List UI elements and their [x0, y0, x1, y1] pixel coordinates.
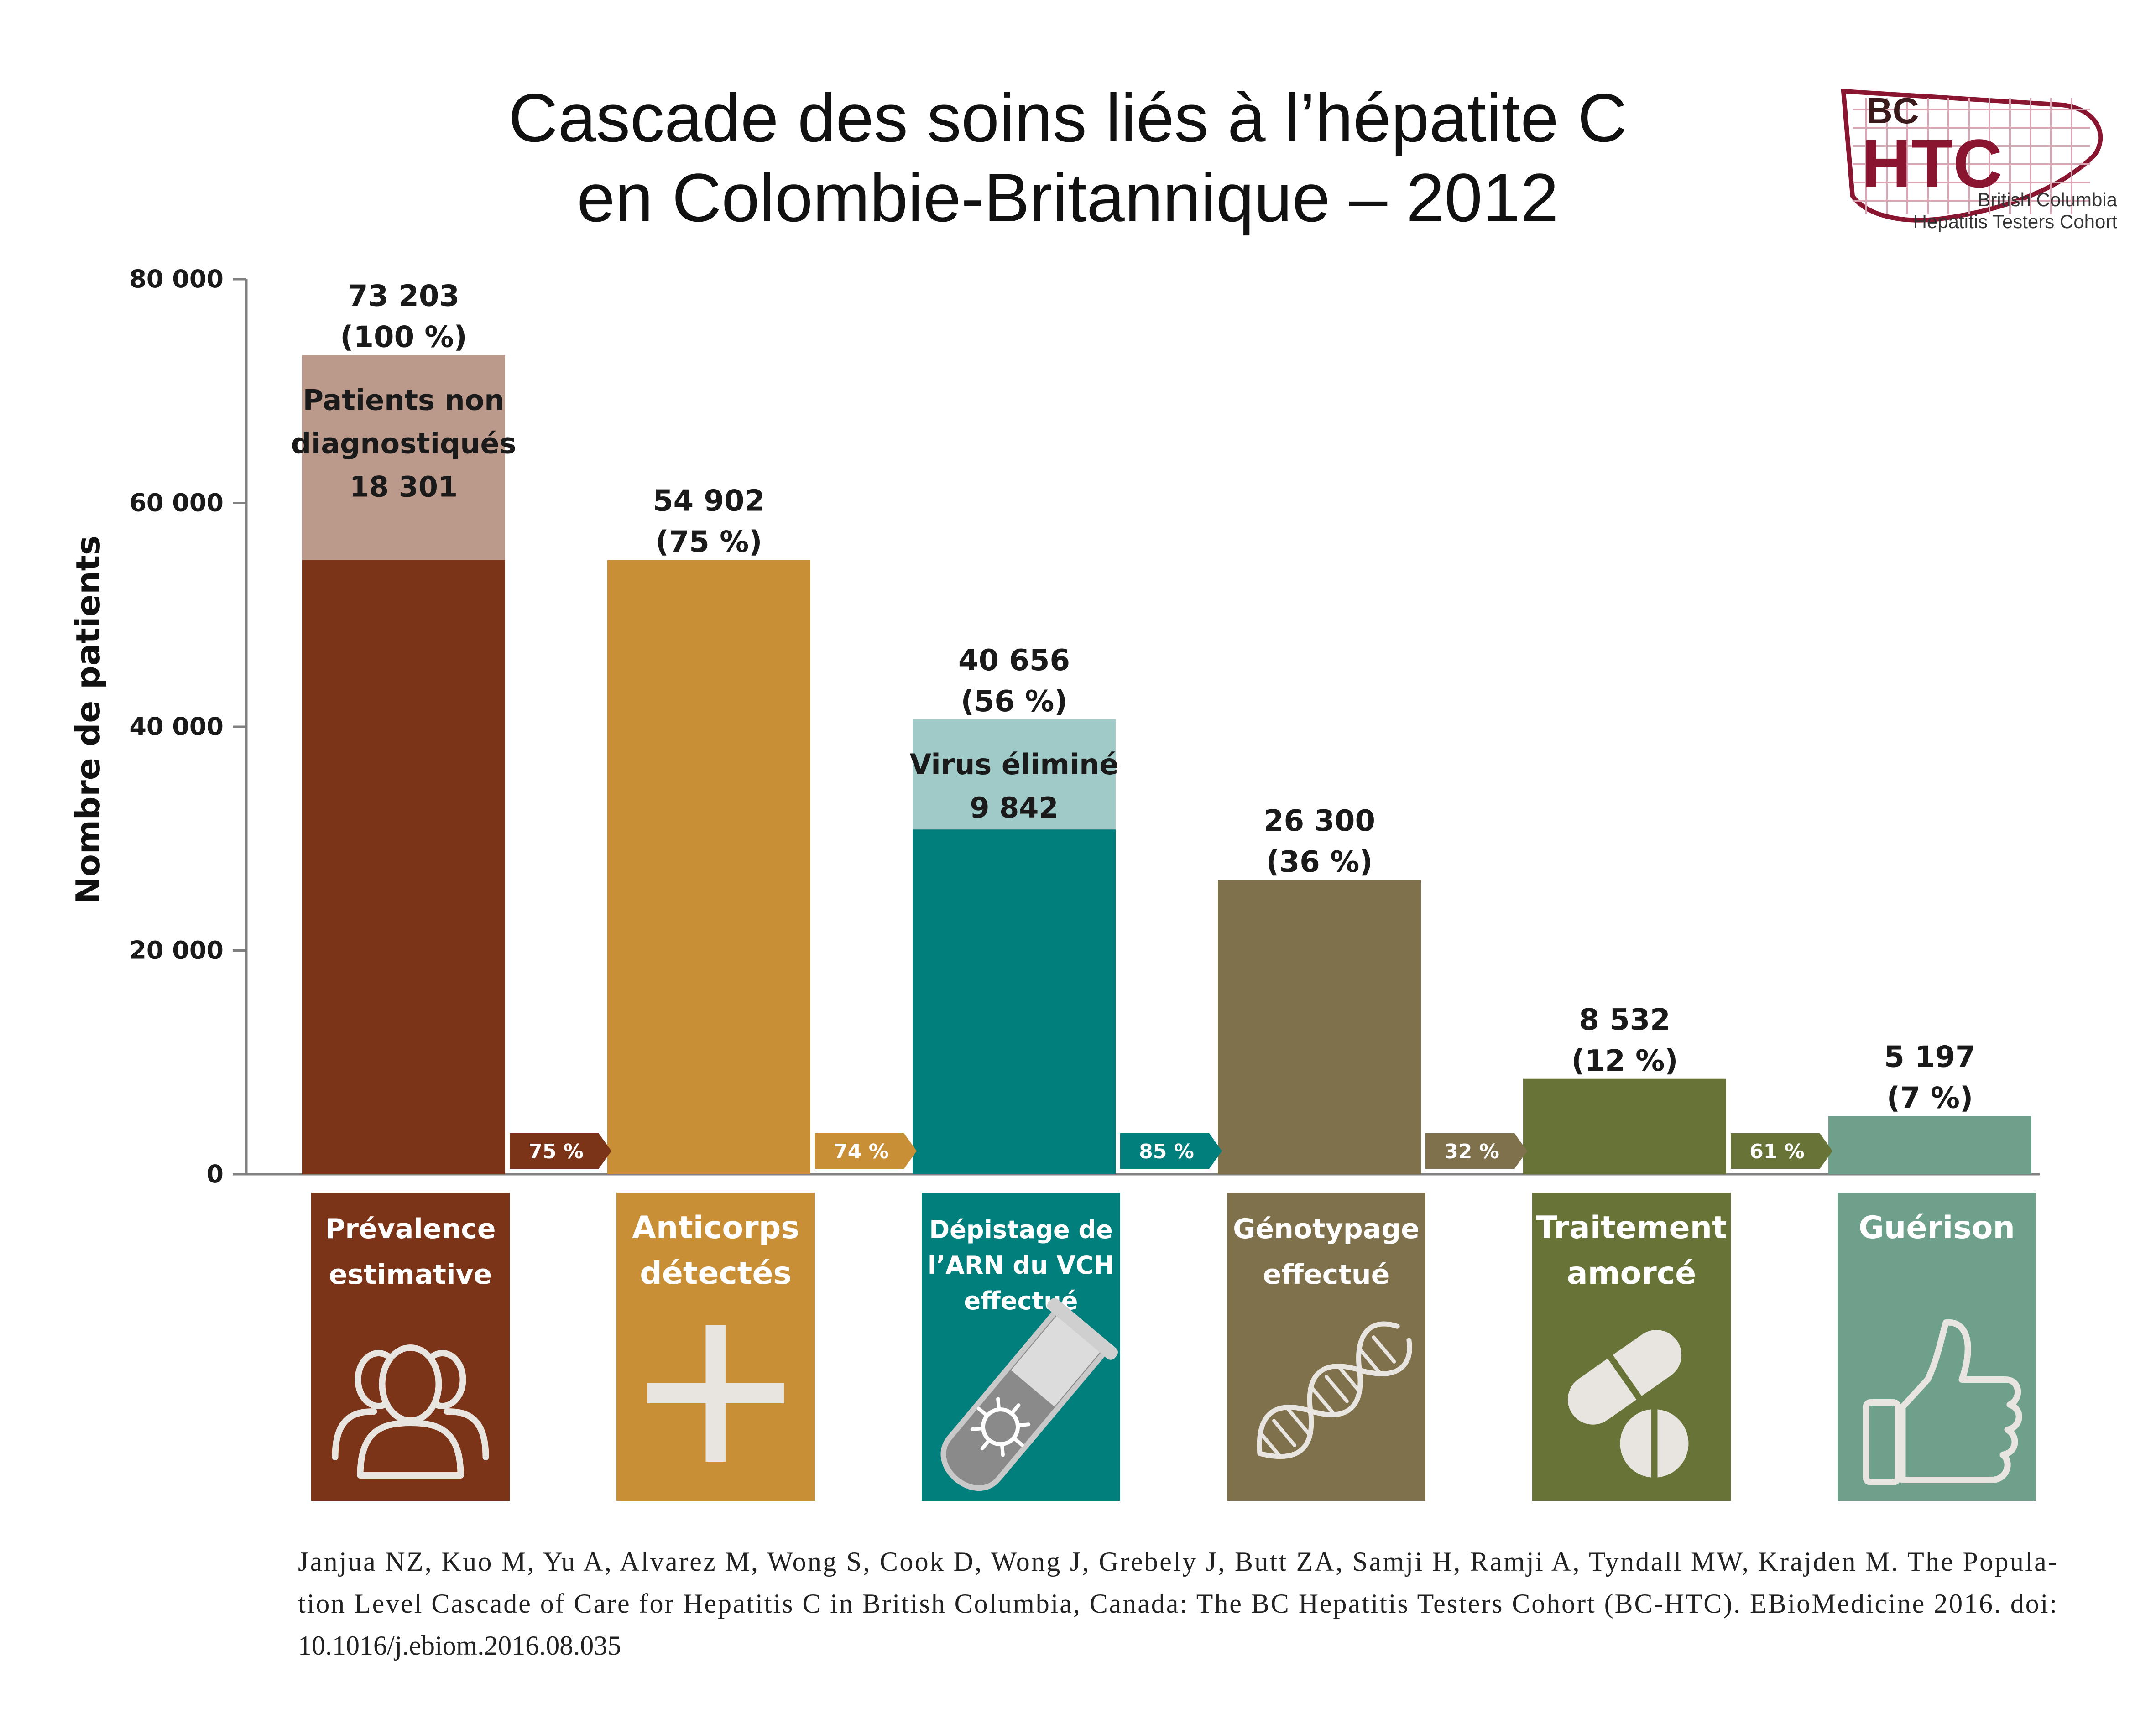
stage-label-line: effectué — [1263, 1259, 1390, 1291]
citation-line-1: Janjua NZ, Kuo M, Yu A, Alvarez M, Wong … — [298, 1547, 2057, 1577]
segment-label-line: Virus éliminé — [910, 748, 1119, 781]
y-tick-label: 80 000 — [129, 265, 224, 293]
bar-percent-label: (75 %) — [656, 526, 762, 559]
transition-label: 85 % — [1139, 1140, 1194, 1163]
stage-label-line: Guérison — [1858, 1210, 2015, 1246]
citation-line-3: 10.1016/j.ebiom.2016.08.035 — [298, 1630, 621, 1661]
bars: 73 203 (100 %) 54 902 (75 %) 40 656 (56 %) 26 … — [291, 280, 2031, 1174]
liver-grid-icon — [1853, 98, 2090, 214]
transition-arrow-1 — [510, 1133, 611, 1169]
bar-4 — [1218, 880, 1421, 1174]
logo-htc: HTC — [1862, 125, 2002, 202]
people-icon — [332, 1344, 489, 1479]
transition-label: 74 % — [834, 1140, 889, 1163]
transition-arrow-3 — [1120, 1133, 1222, 1169]
y-tick-label: 40 000 — [129, 712, 224, 741]
stage-label-line: Dépistage de — [929, 1215, 1112, 1244]
stage-label-line: estimative — [329, 1259, 492, 1291]
chart-title: Cascade des soins liés à l’hépatite Cen … — [508, 79, 1627, 236]
bar-percent-label: (7 %) — [1887, 1082, 1973, 1115]
transition-arrow-5 — [1731, 1133, 1832, 1169]
stage-label-line: Traitement — [1536, 1210, 1727, 1246]
citation-line-2: tion Level Cascade of Care for Hepatitis… — [298, 1589, 2057, 1619]
y-axis-label: Nombre de patients — [69, 536, 107, 904]
segment-label-line: 18 301 — [350, 470, 458, 504]
y-axis-title: Nombre de patients — [69, 536, 107, 904]
bar-2 — [607, 560, 810, 1174]
segment-label-line: diagnostiqués — [291, 427, 517, 460]
test-tube-icon — [940, 1298, 1118, 1491]
bar-value-label: 54 902 — [653, 484, 765, 518]
title-line-2: en Colombie-Britannique – 2012 — [577, 159, 1558, 236]
bar-percent-label: (56 %) — [961, 685, 1068, 719]
citation: Janjua NZ, Kuo M, Yu A, Alvarez M, Wong … — [298, 1547, 2057, 1661]
transition-arrow-4 — [1425, 1133, 1527, 1169]
bar-value-label: 26 300 — [1263, 804, 1375, 838]
logo-sub-line-1: British Columbia — [1978, 189, 2117, 210]
liver-outline-icon — [1841, 89, 2103, 223]
bar-segment-1 — [302, 355, 505, 560]
title-line-1: Cascade des soins liés à l’hépatite C — [508, 79, 1627, 156]
bar-percent-label: (12 %) — [1571, 1044, 1678, 1078]
transition-label: 32 % — [1444, 1140, 1499, 1163]
y-tick-label: 60 000 — [129, 489, 224, 517]
bar-percent-label: (36 %) — [1266, 845, 1373, 879]
plus-icon — [647, 1325, 784, 1462]
logo-sub-line-2: Hepatitis Testers Cohort — [1913, 211, 2118, 232]
stage-label-line: Prévalence — [325, 1213, 496, 1245]
stage-label-line: Anticorps — [632, 1210, 799, 1246]
segment-label-line: 9 842 — [970, 791, 1058, 824]
logo-bc: BC — [1866, 90, 1919, 131]
bar-value-label: 8 532 — [1579, 1003, 1670, 1037]
transition-label: 75 % — [528, 1140, 584, 1163]
bar-segment-2 — [913, 719, 1116, 830]
bar-6 — [1828, 1116, 2031, 1174]
bar-value-label: 40 656 — [958, 644, 1070, 677]
y-axis: 0 20 000 40 000 60 000 80 000 — [129, 265, 2040, 1188]
dna-icon — [1257, 1321, 1412, 1459]
stage-label-line: amorcé — [1567, 1255, 1696, 1292]
thumbs-up-icon — [1863, 1319, 2022, 1485]
bar-5 — [1523, 1078, 1726, 1174]
bar-percent-label: (100 %) — [340, 321, 467, 354]
transition-arrows: 75 % 74 % 85 % 32 % 61 % — [510, 1133, 1832, 1169]
bar-value-label: 5 197 — [1884, 1041, 1975, 1074]
stage-label-line: détectés — [640, 1255, 792, 1292]
stage-tiles: Prévalence estimative Anticorps détectés Dép… — [311, 1193, 2036, 1501]
bar-value-label: 73 203 — [348, 280, 459, 313]
stage-label-line: Génotypage — [1233, 1213, 1420, 1245]
pills-icon — [1567, 1330, 1689, 1483]
segment-label-line: Patients non — [303, 384, 505, 417]
stage-label-line: l’ARN du VCH — [928, 1251, 1114, 1280]
transition-arrow-2 — [815, 1133, 917, 1169]
y-tick-label: 0 — [206, 1160, 224, 1188]
y-tick-label: 20 000 — [129, 936, 224, 965]
transition-label: 61 % — [1749, 1140, 1805, 1163]
